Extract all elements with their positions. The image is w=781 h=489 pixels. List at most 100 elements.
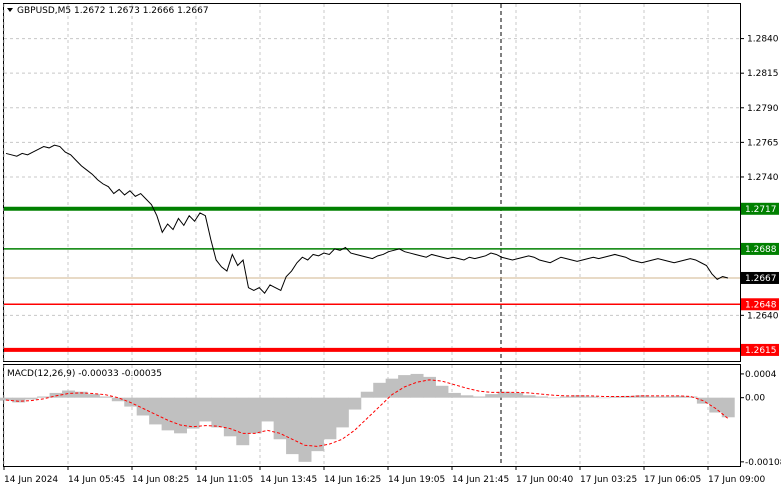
macd-bar: [373, 382, 387, 398]
price-tick-label: 1.2717: [745, 205, 777, 215]
time-tick-label: 17 Jun 00:40: [516, 475, 573, 485]
macd-bar: [211, 397, 225, 428]
macd-bar: [559, 396, 573, 398]
time-axis: 14 Jun 2024 14 Jun 05:45 14 Jun 08:25 14 Ju…: [3, 466, 765, 485]
macd-bar: [161, 397, 175, 431]
macd-bar: [510, 392, 524, 398]
macd-bar: [0, 397, 13, 401]
macd-tick-label: 0.00: [745, 394, 765, 404]
time-tick-label: 14 Jun 19:05: [388, 475, 445, 485]
macd-grid: [3, 365, 709, 466]
macd-tick-label: 0.0004: [745, 370, 777, 380]
macd-bar: [286, 397, 300, 455]
macd-tick-label: -0.00108: [745, 458, 781, 468]
macd-bar: [423, 376, 436, 398]
current-price-badge: [741, 271, 779, 284]
macd-bar: [597, 397, 611, 399]
time-tick-label: 17 Jun 09:00: [708, 475, 765, 485]
level-price-badge: [741, 202, 779, 215]
macd-bar: [647, 396, 661, 398]
macd-signal-line[interactable]: [5, 379, 729, 447]
macd-bar: [360, 391, 374, 398]
macd-axis: 0.0004 0.00 -0.00108: [740, 370, 781, 468]
macd-bar: [659, 396, 673, 398]
macd-title: MACD(12,26,9) -0.00033 -0.00035: [7, 369, 162, 379]
price-tick-label: 1.2815: [747, 69, 779, 79]
price-tick-label: 1.2640: [747, 311, 779, 321]
macd-bar: [198, 397, 212, 422]
macd-bar: [86, 394, 100, 398]
macd-bar: [485, 394, 499, 398]
macd-bar: [236, 397, 250, 446]
macd-bar: [497, 391, 511, 398]
support-resistance-levels[interactable]: [4, 206, 740, 352]
macd-bar: [460, 395, 474, 398]
price-tick-label: 1.2648: [745, 300, 777, 310]
macd-bar: [74, 391, 88, 398]
macd-bar: [223, 397, 237, 437]
macd-bar: [348, 397, 362, 410]
price-tick-label: 1.2667: [745, 274, 777, 284]
macd-bar: [62, 390, 75, 398]
macd-bar: [99, 396, 113, 398]
macd-bar: [149, 397, 163, 425]
level-price-badge: [741, 343, 779, 356]
price-grid: [3, 4, 740, 361]
dropdown-triangle-icon[interactable]: [7, 8, 13, 12]
price-tick-label: 1.2740: [747, 173, 779, 183]
time-tick-label: 14 Jun 2024: [4, 475, 58, 485]
macd-bar: [174, 397, 187, 434]
macd-bar: [111, 397, 125, 402]
macd-histogram[interactable]: [0, 373, 735, 462]
time-tick-label: 14 Jun 13:45: [260, 475, 317, 485]
macd-bar: [410, 373, 424, 398]
macd-bar: [671, 395, 685, 398]
time-tick-label: 14 Jun 05:45: [68, 475, 125, 485]
time-tick-label: 17 Jun 03:25: [580, 475, 637, 485]
price-axis: 1.2840 1.2815 1.2790 1.2765 1.2740 1.2717 1.26…: [740, 35, 779, 356]
macd-bar: [572, 395, 586, 398]
macd-bar: [385, 378, 399, 398]
macd-bar: [273, 397, 287, 440]
macd-bar: [435, 385, 449, 398]
macd-bar: [472, 396, 486, 398]
macd-bar: [49, 392, 63, 398]
macd-bar: [186, 397, 200, 429]
macd-bar: [12, 397, 26, 403]
macd-bar: [634, 395, 648, 398]
symbol-header: GBPUSD,M5 1.2672 1.2673 1.2666 1.2667: [17, 6, 209, 16]
time-tick-label: 14 Jun 16:25: [324, 475, 381, 485]
price-tick-label: 1.2688: [745, 245, 777, 255]
time-tick-label: 14 Jun 21:45: [452, 475, 509, 485]
macd-bar: [248, 397, 262, 434]
macd-bar: [721, 397, 735, 418]
price-series-line[interactable]: [5, 144, 729, 294]
price-pane-frame: [3, 3, 741, 362]
macd-bar: [310, 397, 324, 452]
macd-bar: [37, 396, 51, 398]
level-price-badge: [741, 298, 779, 311]
macd-bar: [547, 397, 561, 399]
macd-bar: [136, 397, 150, 416]
macd-bar: [584, 396, 598, 398]
time-tick-label: 17 Jun 06:05: [644, 475, 701, 485]
macd-bar: [335, 397, 349, 428]
time-tick-label: 14 Jun 11:05: [196, 475, 253, 485]
macd-bar: [323, 397, 337, 440]
time-tick-label: 14 Jun 08:25: [132, 475, 189, 485]
price-tick-label: 1.2765: [747, 138, 779, 148]
macd-bar: [709, 397, 723, 413]
macd-bar: [447, 392, 461, 398]
macd-pane-frame: [3, 364, 741, 467]
price-tick-label: 1.2615: [745, 346, 777, 356]
level-price-badge: [741, 242, 779, 255]
price-tick-label: 1.2790: [747, 104, 779, 114]
macd-bar: [522, 395, 536, 398]
macd-bar: [298, 397, 312, 462]
macd-bar: [609, 396, 623, 398]
macd-bar: [24, 397, 38, 400]
macd-bar: [261, 397, 275, 422]
price-tick-label: 1.2840: [747, 35, 779, 45]
macd-bar: [535, 396, 548, 398]
